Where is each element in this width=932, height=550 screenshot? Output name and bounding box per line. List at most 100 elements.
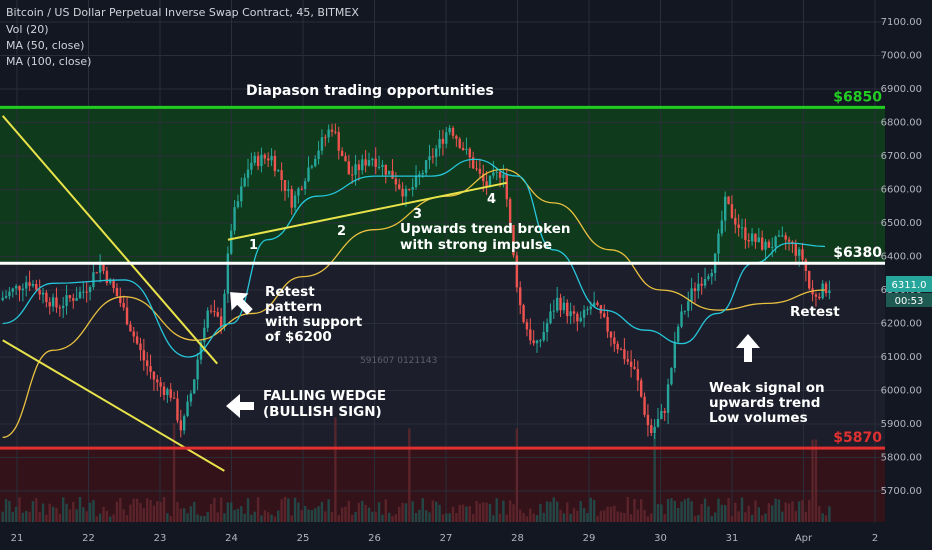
candle-body bbox=[169, 389, 172, 398]
touch-number-1: 1 bbox=[249, 238, 258, 253]
volume-bar bbox=[256, 497, 260, 522]
volume-bar bbox=[398, 506, 401, 522]
candle-body bbox=[498, 171, 502, 178]
candle-body bbox=[125, 307, 129, 325]
volume-bar bbox=[710, 516, 713, 522]
y-tick-label: 5900.00 bbox=[881, 419, 922, 430]
candle-body bbox=[808, 270, 811, 289]
note-retest-line4: of $6200 bbox=[265, 329, 332, 345]
volume-bar bbox=[377, 502, 381, 522]
volume-bar bbox=[324, 511, 327, 522]
candle-body bbox=[760, 237, 764, 250]
volume-bar bbox=[683, 499, 687, 522]
candle-body bbox=[219, 316, 223, 328]
volume-bar bbox=[112, 514, 115, 522]
note-weak-line3: Low volumes bbox=[709, 410, 808, 426]
candle-body bbox=[95, 272, 98, 274]
candle-body bbox=[18, 285, 21, 291]
volume-bar bbox=[522, 512, 525, 522]
volume-bar bbox=[243, 513, 246, 522]
volume-bar bbox=[233, 509, 236, 522]
candle-body bbox=[683, 310, 687, 312]
volume-bar bbox=[740, 497, 744, 522]
candle-body bbox=[690, 288, 693, 302]
x-tick-label: 24 bbox=[225, 533, 238, 544]
candle-body bbox=[374, 158, 377, 167]
candle-body bbox=[112, 279, 115, 289]
volume-bar bbox=[31, 501, 35, 522]
candle-body bbox=[623, 349, 626, 360]
volume-bar bbox=[361, 500, 364, 522]
volume-bar bbox=[314, 508, 317, 522]
note-impulse-line2: with strong impulse bbox=[400, 237, 552, 253]
candle-body bbox=[354, 164, 357, 175]
volume-bar bbox=[777, 499, 781, 522]
candle-body bbox=[613, 337, 616, 344]
candle-body bbox=[240, 186, 243, 202]
candle-body bbox=[102, 264, 105, 271]
volume-bar bbox=[374, 511, 377, 522]
volume-bar bbox=[139, 503, 142, 522]
candle-body bbox=[703, 278, 707, 286]
candle-body bbox=[35, 284, 38, 290]
candle-body bbox=[337, 132, 340, 151]
volume-bar bbox=[636, 509, 640, 522]
volume-bar bbox=[613, 505, 616, 522]
candle-body bbox=[330, 129, 334, 132]
volume-bar bbox=[428, 512, 431, 522]
candle-body bbox=[206, 310, 209, 328]
x-tick-label: 30 bbox=[654, 533, 667, 544]
volume-bar bbox=[88, 502, 92, 522]
trendline-upper-wedge[interactable] bbox=[1, 115, 218, 365]
candle-body bbox=[428, 156, 431, 161]
volume-bar bbox=[744, 512, 747, 522]
trendline-rising-support[interactable] bbox=[227, 181, 507, 241]
volume-bar bbox=[535, 515, 539, 522]
candle-body bbox=[589, 306, 592, 310]
candle-body bbox=[394, 178, 398, 185]
volume-bar bbox=[293, 497, 297, 522]
candle-body bbox=[105, 270, 109, 283]
volume-bar bbox=[445, 513, 448, 522]
volume-bar bbox=[226, 502, 230, 522]
candle-body bbox=[297, 188, 300, 196]
volume-bar bbox=[156, 501, 159, 522]
indicator-ma100[interactable]: MA (100, close) bbox=[6, 55, 91, 68]
volume-bar bbox=[643, 509, 646, 522]
volume-bar bbox=[92, 500, 95, 522]
volume-bar bbox=[774, 498, 777, 522]
candle-body bbox=[398, 184, 401, 189]
candle-body bbox=[502, 174, 505, 178]
x-tick-label: 23 bbox=[154, 533, 167, 544]
candle-body bbox=[266, 158, 270, 161]
candle-body bbox=[794, 244, 797, 256]
candle-body bbox=[387, 170, 391, 175]
volume-bar bbox=[814, 439, 818, 522]
candle-body bbox=[367, 160, 371, 166]
candle-body bbox=[250, 162, 253, 170]
candle-body bbox=[65, 295, 68, 306]
volume-bar bbox=[340, 507, 344, 522]
candle-body bbox=[697, 283, 700, 292]
indicator-vol[interactable]: Vol (20) bbox=[6, 23, 49, 36]
volume-bar bbox=[260, 515, 263, 522]
indicator-ma50[interactable]: MA (50, close) bbox=[6, 39, 84, 52]
volume-bar bbox=[105, 510, 109, 522]
price-axis-panel[interactable] bbox=[885, 0, 932, 550]
x-tick-label: 28 bbox=[511, 533, 524, 544]
volume-bar bbox=[327, 499, 330, 522]
volume-bar bbox=[122, 509, 125, 522]
volume-bar bbox=[767, 503, 771, 522]
volume-bar bbox=[797, 501, 801, 522]
volume-bar bbox=[475, 500, 478, 522]
candle-body bbox=[757, 237, 761, 242]
candle-body bbox=[639, 380, 643, 397]
candle-body bbox=[142, 350, 146, 361]
volume-bar bbox=[25, 510, 28, 522]
y-tick-label: 6100.00 bbox=[881, 352, 922, 363]
volume-bar bbox=[461, 504, 465, 522]
volume-bar bbox=[505, 514, 508, 522]
volume-bar bbox=[206, 511, 209, 522]
